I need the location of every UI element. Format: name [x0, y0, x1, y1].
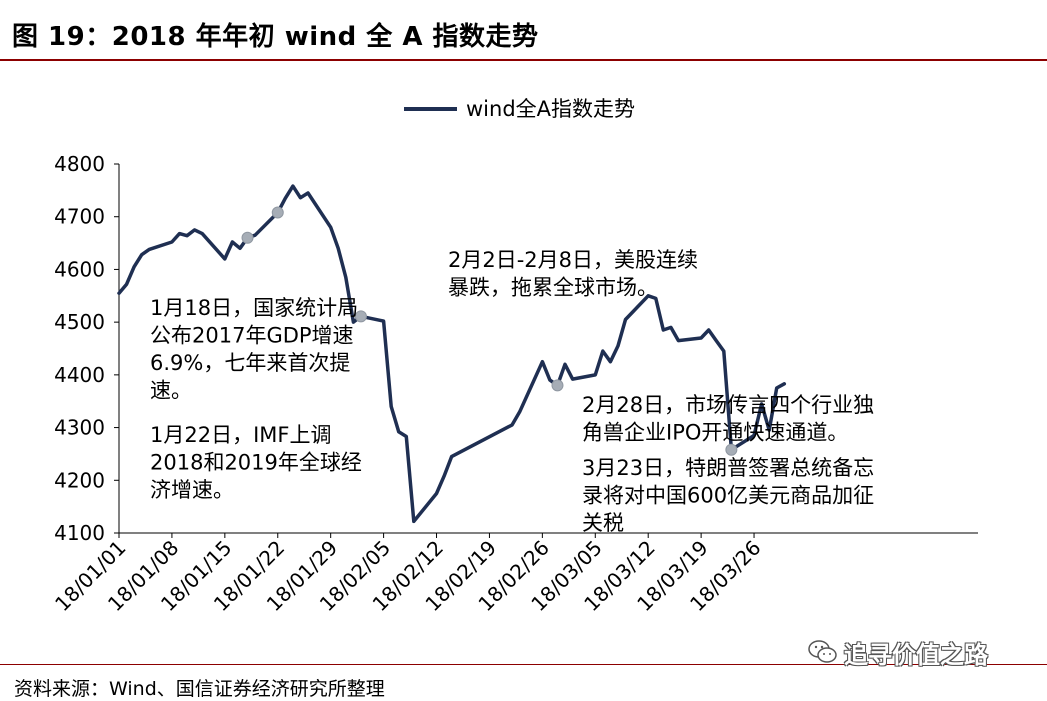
legend-label: wind全A指数走势 [466, 97, 635, 121]
event-marker [551, 379, 564, 392]
annotation-line: 2018和2019年全球经 [150, 451, 362, 475]
figure-title-bar: 图 19：2018 年年初 wind 全 A 指数走势 [0, 0, 1047, 62]
y-tick-label: 4500 [54, 310, 105, 334]
y-tick-label: 4800 [54, 152, 105, 176]
event-marker [241, 231, 254, 244]
event-marker [725, 443, 738, 456]
annotation-jan18: 1月18日，国家统计局公布2017年GDP增速 6.9%，七年来首次提速。 [150, 296, 358, 403]
source-note: 资料来源：Wind、国信证券经济研究所整理 [14, 678, 385, 700]
index-line-chart: 4100420043004400450046004700480018/01/01… [50, 97, 978, 616]
annotation-line: 1月22日，IMF上调 [150, 423, 331, 447]
y-tick-label: 4700 [54, 205, 105, 229]
watermark-text: 追寻价值之路 [844, 640, 988, 669]
annotation-line: 1月18日，国家统计局 [150, 296, 358, 320]
series-line [117, 184, 787, 524]
y-tick-label: 4100 [54, 521, 105, 545]
watermark: 追寻价值之路 [808, 636, 988, 669]
annotation-mar23: 3月23日，特朗普签署总统备忘录将对中国600亿美元商品加征关税 [582, 456, 874, 535]
wechat-icon [808, 640, 837, 663]
annotation-line: 公布2017年GDP增速 [150, 324, 354, 348]
annotation-feb2: 2月2日-2月8日，美股连续暴跌，拖累全球市场。 [448, 248, 698, 300]
y-tick-label: 4600 [54, 257, 105, 281]
annotation-line: 济增速。 [150, 478, 234, 502]
event-marker [354, 310, 367, 323]
annotation-line: 角兽企业IPO开通快速通道。 [582, 421, 848, 445]
title-divider [0, 59, 1047, 61]
annotation-line: 2月28日，市场传言四个行业独 [582, 393, 874, 417]
annotation-line: 6.9%，七年来首次提 [150, 351, 350, 375]
event-marker [271, 206, 284, 219]
y-tick-label: 4300 [54, 416, 105, 440]
figure-title: 图 19：2018 年年初 wind 全 A 指数走势 [12, 22, 539, 52]
annotation-line: 录将对中国600亿美元商品加征 [582, 484, 874, 508]
annotation-line: 速。 [150, 379, 192, 403]
annotation-feb28: 2月28日，市场传言四个行业独角兽企业IPO开通快速通道。 [582, 393, 874, 445]
annotation-line: 暴跌，拖累全球市场。 [448, 276, 658, 300]
y-tick-label: 4200 [54, 468, 105, 492]
y-tick-label: 4400 [54, 363, 105, 387]
annotation-line: 2月2日-2月8日，美股连续 [448, 248, 698, 272]
annotation-jan22: 1月22日，IMF上调 2018和2019年全球经济增速。 [150, 423, 362, 502]
annotation-line: 关税 [582, 511, 624, 535]
annotation-line: 3月23日，特朗普签署总统备忘 [582, 456, 874, 480]
footer-divider [0, 664, 1047, 665]
